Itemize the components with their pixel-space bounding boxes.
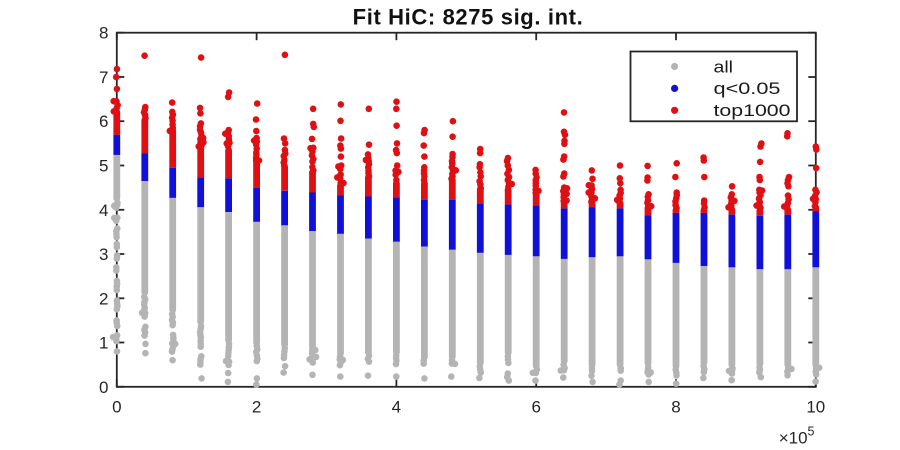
svg-text:0: 0 — [99, 378, 108, 397]
svg-text:2: 2 — [252, 398, 261, 417]
svg-text:10: 10 — [806, 398, 825, 417]
svg-text:3: 3 — [99, 245, 108, 264]
svg-text:4: 4 — [99, 201, 108, 220]
svg-text:6: 6 — [99, 112, 108, 131]
svg-text:8: 8 — [99, 24, 108, 43]
svg-text:0: 0 — [112, 398, 121, 417]
svg-text:5: 5 — [99, 157, 108, 176]
svg-text:7: 7 — [99, 68, 108, 87]
svg-text:q<0.05: q<0.05 — [714, 79, 781, 98]
svg-text:×105: ×105 — [779, 424, 815, 447]
svg-text:1: 1 — [99, 334, 108, 353]
svg-text:6: 6 — [531, 398, 540, 417]
svg-text:all: all — [714, 57, 734, 76]
svg-text:Fit HiC: 8275 sig. int.: Fit HiC: 8275 sig. int. — [353, 5, 584, 30]
svg-text:8: 8 — [671, 398, 680, 417]
svg-text:4: 4 — [392, 398, 401, 417]
svg-text:top1000: top1000 — [714, 101, 791, 120]
svg-text:2: 2 — [99, 289, 108, 308]
